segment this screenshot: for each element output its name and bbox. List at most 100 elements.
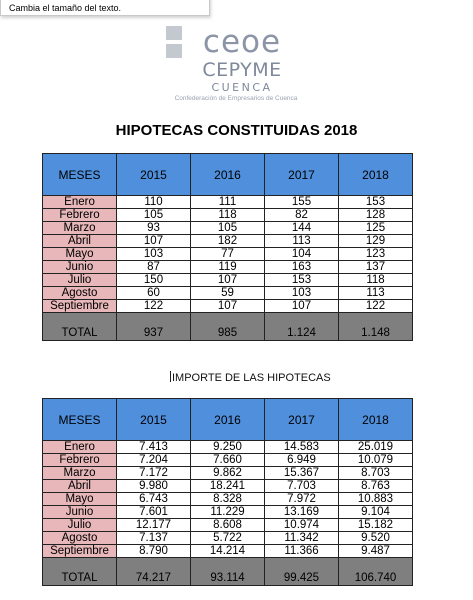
value-cell: 7.601: [116, 505, 191, 519]
value-cell: 7.204: [116, 453, 191, 467]
logo-wordmark-cepyme: CEPYME: [202, 59, 282, 81]
value-cell: 105: [116, 208, 191, 222]
value-cell: 87: [116, 260, 191, 274]
total-value-cell: 106.740: [338, 557, 413, 586]
table-row: Agosto 7.137 5.722 11.342 9.520: [42, 531, 413, 545]
value-cell: 60: [116, 286, 191, 300]
value-cell: 103: [116, 247, 191, 261]
total-value-cell: 93.114: [190, 557, 265, 586]
value-cell: 9.980: [116, 479, 191, 493]
ceoe-cepyme-logo: ceoe CEPYME CUENCA Confederación de Empr…: [166, 24, 302, 102]
total-label-cell: TOTAL: [42, 312, 117, 341]
value-cell: 122: [338, 299, 413, 313]
value-cell: 111: [190, 195, 265, 209]
total-value-cell: 985: [190, 312, 265, 341]
month-cell: Abril: [42, 234, 117, 248]
value-cell: 153: [338, 195, 413, 209]
value-cell: 7.972: [264, 492, 339, 506]
total-value-cell: 1.148: [338, 312, 413, 341]
table-row: Junio 87 119 163 137: [42, 260, 413, 274]
table-row: Mayo 6.743 8.328 7.972 10.883: [42, 492, 413, 506]
value-cell: 7.413: [116, 440, 191, 454]
value-cell: 93: [116, 221, 191, 235]
header-cell-year: 2016: [190, 153, 265, 196]
value-cell: 122: [116, 299, 191, 313]
header-cell-meses: MESES: [42, 153, 117, 196]
value-cell: 128: [338, 208, 413, 222]
total-row: TOTAL 74.217 93.114 99.425 106.740: [42, 557, 413, 586]
month-cell: Enero: [42, 440, 117, 454]
value-cell: 77: [190, 247, 265, 261]
table2-title[interactable]: IMPORTE DE LAS HIPOTECAS: [170, 371, 331, 384]
table1-title: HIPOTECAS CONSTITUIDAS 2018: [115, 122, 358, 139]
value-cell: 155: [264, 195, 339, 209]
value-cell: 5.722: [190, 531, 265, 545]
value-cell: 9.862: [190, 466, 265, 480]
month-cell: Marzo: [42, 466, 117, 480]
month-cell: Septiembre: [42, 299, 117, 313]
table-row: Marzo 93 105 144 125: [42, 221, 413, 235]
value-cell: 119: [190, 260, 265, 274]
value-cell: 18.241: [190, 479, 265, 493]
header-cell-year: 2015: [116, 398, 191, 441]
value-cell: 9.104: [338, 505, 413, 519]
text-cursor: [170, 371, 171, 382]
value-cell: 125: [338, 221, 413, 235]
month-cell: Marzo: [42, 221, 117, 235]
value-cell: 12.177: [116, 518, 191, 532]
value-cell: 107: [190, 299, 265, 313]
value-cell: 107: [264, 299, 339, 313]
value-cell: 15.182: [338, 518, 413, 532]
logo-tagline: Confederación de Empresarios de Cuenca: [174, 95, 298, 102]
value-cell: 129: [338, 234, 413, 248]
month-cell: Enero: [42, 195, 117, 209]
logo-block: [166, 44, 182, 58]
value-cell: 7.137: [116, 531, 191, 545]
value-cell: 10.883: [338, 492, 413, 506]
value-cell: 123: [338, 247, 413, 261]
logo-wordmark-ceoe: ceoe: [202, 24, 282, 60]
hipotecas-table: MESES 2015 2016 2017 2018 Enero 110 111 155 153 Fe…: [42, 153, 413, 341]
value-cell: 150: [116, 273, 191, 287]
value-cell: 59: [190, 286, 265, 300]
total-value-cell: 74.217: [116, 557, 191, 586]
value-cell: 11.366: [264, 544, 339, 558]
value-cell: 8.328: [190, 492, 265, 506]
tooltip: Cambia el tamaño del texto.: [0, 0, 210, 16]
header-cell-year: 2017: [264, 153, 339, 196]
table-row: Febrero 7.204 7.660 6.949 10.079: [42, 453, 413, 467]
value-cell: 182: [190, 234, 265, 248]
value-cell: 118: [338, 273, 413, 287]
value-cell: 6.949: [264, 453, 339, 467]
month-cell: Agosto: [42, 531, 117, 545]
value-cell: 113: [338, 286, 413, 300]
value-cell: 8.608: [190, 518, 265, 532]
header-row: MESES 2015 2016 2017 2018: [42, 153, 413, 196]
total-value-cell: 937: [116, 312, 191, 341]
logo-block: [166, 26, 182, 40]
value-cell: 9.520: [338, 531, 413, 545]
logo-wordmark-cuenca: CUENCA: [211, 81, 273, 94]
month-cell: Abril: [42, 479, 117, 493]
value-cell: 10.079: [338, 453, 413, 467]
table-row: Septiembre 8.790 14.214 11.366 9.487: [42, 544, 413, 558]
value-cell: 153: [264, 273, 339, 287]
total-value-cell: 99.425: [264, 557, 339, 586]
value-cell: 14.214: [190, 544, 265, 558]
importe-table: MESES 2015 2016 2017 2018 Enero 7.413 9.250 14.5…: [42, 398, 413, 586]
value-cell: 7.703: [264, 479, 339, 493]
value-cell: 13.169: [264, 505, 339, 519]
value-cell: 6.743: [116, 492, 191, 506]
value-cell: 163: [264, 260, 339, 274]
header-cell-year: 2015: [116, 153, 191, 196]
value-cell: 107: [116, 234, 191, 248]
value-cell: 15.367: [264, 466, 339, 480]
total-label-cell: TOTAL: [42, 557, 117, 586]
header-cell-year: 2018: [338, 398, 413, 441]
value-cell: 118: [190, 208, 265, 222]
table2-title-text: IMPORTE DE LAS HIPOTECAS: [172, 372, 331, 384]
value-cell: 11.342: [264, 531, 339, 545]
value-cell: 14.583: [264, 440, 339, 454]
header-row: MESES 2015 2016 2017 2018: [42, 398, 413, 441]
value-cell: 7.660: [190, 453, 265, 467]
